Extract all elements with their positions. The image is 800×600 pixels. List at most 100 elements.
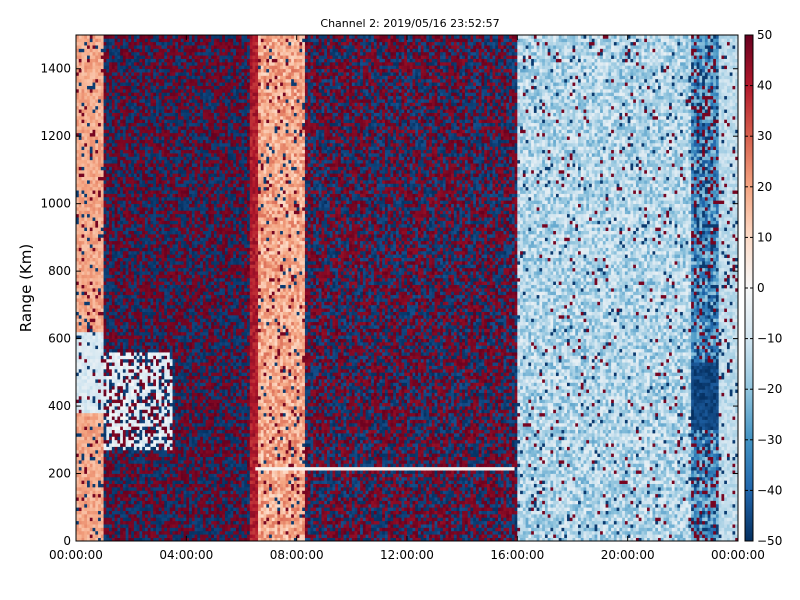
heatmap-cell — [109, 359, 112, 363]
heatmap-cell — [104, 511, 107, 515]
heatmap-cell — [95, 261, 98, 265]
heatmap-cell — [79, 318, 82, 322]
heatmap-cell — [128, 59, 131, 63]
heatmap-cell — [137, 534, 140, 538]
heatmap-cell — [134, 200, 137, 204]
heatmap-cell — [79, 173, 82, 177]
heatmap-cell — [142, 156, 145, 160]
heatmap-cell — [142, 231, 145, 235]
heatmap-cell — [79, 187, 82, 191]
heatmap-cell — [98, 251, 101, 255]
heatmap-cell — [112, 501, 115, 505]
heatmap-cell — [142, 109, 145, 113]
heatmap-cell — [101, 352, 104, 356]
heatmap-cell — [79, 136, 82, 140]
heatmap-cell — [134, 136, 137, 140]
heatmap-cell — [90, 332, 93, 336]
heatmap-cell — [128, 501, 131, 505]
heatmap-cell — [109, 271, 112, 275]
heatmap-cell — [84, 514, 87, 518]
heatmap-cell — [112, 447, 115, 451]
heatmap-cell — [115, 362, 118, 366]
heatmap-cell — [95, 352, 98, 356]
heatmap-cell — [120, 342, 123, 346]
heatmap-cell — [95, 237, 98, 241]
heatmap-cell — [106, 285, 109, 289]
heatmap-cell — [98, 517, 101, 521]
heatmap-cell — [142, 52, 145, 56]
heatmap-cell — [84, 501, 87, 505]
heatmap-cell — [87, 167, 90, 171]
heatmap-cell — [134, 75, 137, 79]
heatmap-cell — [120, 214, 123, 218]
heatmap-cell — [104, 453, 107, 457]
heatmap-cell — [84, 369, 87, 373]
heatmap-cell — [134, 99, 137, 103]
heatmap-cell — [137, 264, 140, 268]
heatmap-cell — [109, 372, 112, 376]
heatmap-cell — [82, 413, 85, 417]
heatmap-cell — [95, 332, 98, 336]
heatmap-cell — [128, 258, 131, 262]
heatmap-cell — [90, 430, 93, 434]
heatmap-cell — [104, 123, 107, 127]
heatmap-cell — [98, 426, 101, 430]
heatmap-cell — [120, 406, 123, 410]
heatmap-cell — [98, 231, 101, 235]
heatmap-cell — [87, 92, 90, 96]
heatmap-cell — [95, 207, 98, 211]
heatmap-cell — [79, 406, 82, 410]
heatmap-cell — [128, 393, 131, 397]
heatmap-cell — [90, 217, 93, 221]
heatmap-cell — [128, 129, 131, 133]
heatmap-cell — [139, 271, 142, 275]
heatmap-cell — [120, 382, 123, 386]
heatmap-cell — [137, 42, 140, 46]
heatmap-cell — [137, 463, 140, 467]
heatmap-cell — [79, 497, 82, 501]
heatmap-cell — [139, 234, 142, 238]
heatmap-cell — [131, 136, 134, 140]
heatmap-cell — [79, 490, 82, 494]
heatmap-cell — [98, 244, 101, 248]
heatmap-cell — [84, 325, 87, 329]
heatmap-cell — [115, 507, 118, 511]
heatmap-cell — [84, 315, 87, 319]
heatmap-cell — [98, 524, 101, 528]
heatmap-cell — [131, 315, 134, 319]
heatmap-cell — [126, 359, 129, 363]
heatmap-cell — [139, 403, 142, 407]
heatmap-cell — [90, 89, 93, 93]
heatmap-cell — [93, 109, 96, 113]
heatmap-cell — [123, 416, 126, 420]
heatmap-cell — [82, 261, 85, 265]
heatmap-cell — [123, 474, 126, 478]
heatmap-cell — [104, 217, 107, 221]
heatmap-cell — [101, 106, 104, 110]
heatmap-cell — [128, 89, 131, 93]
heatmap-cell — [134, 386, 137, 390]
heatmap-cell — [90, 143, 93, 147]
heatmap-cell — [126, 342, 129, 346]
heatmap-cell — [139, 524, 142, 528]
heatmap-cell — [95, 433, 98, 437]
heatmap-cell — [115, 244, 118, 248]
heatmap-cell — [82, 79, 85, 83]
heatmap-cell — [142, 312, 145, 316]
heatmap-cell — [104, 72, 107, 76]
heatmap-cell — [131, 531, 134, 535]
heatmap-cell — [134, 477, 137, 481]
heatmap-cell — [95, 106, 98, 110]
heatmap-cell — [131, 359, 134, 363]
heatmap-cell — [128, 231, 131, 235]
heatmap-cell — [106, 86, 109, 90]
heatmap-cell — [87, 298, 90, 302]
heatmap-cell — [84, 376, 87, 380]
heatmap-cell — [137, 86, 140, 90]
heatmap-cell — [93, 460, 96, 464]
heatmap-cell — [117, 261, 120, 265]
heatmap-cell — [126, 268, 129, 272]
heatmap-cell — [117, 487, 120, 491]
heatmap-cell — [137, 190, 140, 194]
heatmap-cell — [142, 62, 145, 66]
